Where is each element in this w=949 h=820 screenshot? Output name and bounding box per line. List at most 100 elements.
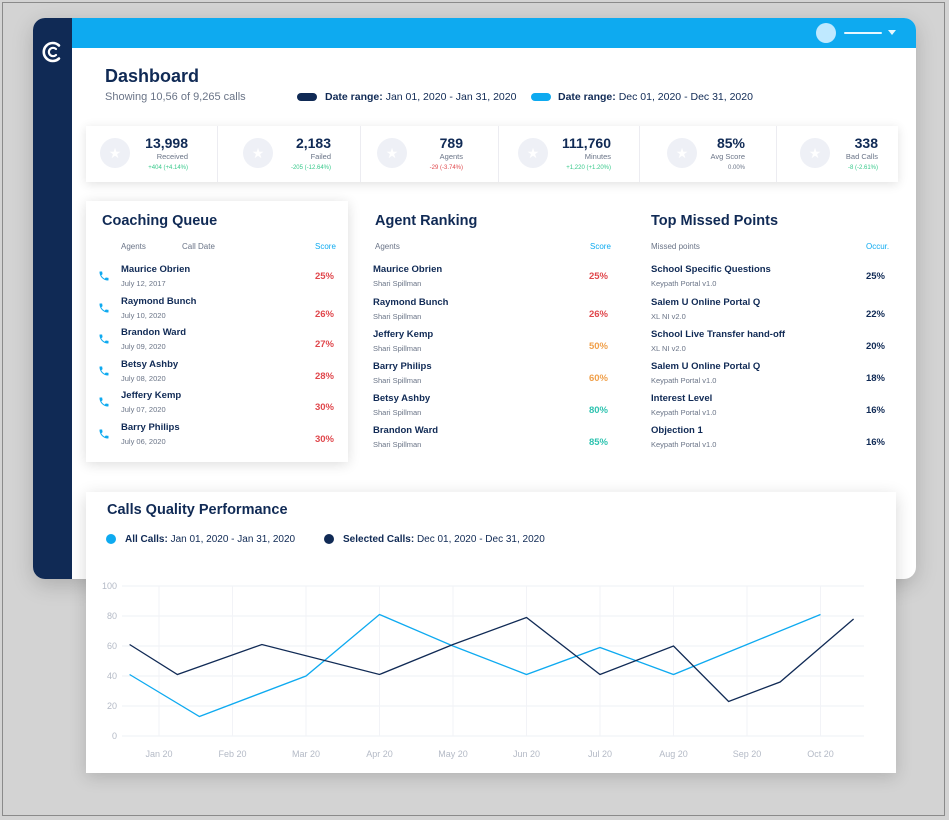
stat-received[interactable]: ★ 13,998 Received +404 (+4.14%) [86,126,188,182]
col-head-score[interactable]: Score [590,242,611,251]
phone-icon [99,366,109,376]
score-value: 30% [314,402,334,413]
agent-name: Betsy Ashby [373,393,431,404]
col-head-agents: Agents [121,242,146,251]
supervisor-name: Shari Spillman [373,376,422,385]
all-calls-legend[interactable]: All Calls: Jan 01, 2020 - Jan 31, 2020 [125,534,295,545]
x-tick-label: Jun 20 [513,749,540,759]
divider [498,126,499,182]
line-chart: 0 20 40 60 80 100 Jan 20 Feb 20 Mar 20 Apr 20 May … [102,581,864,759]
date-range-1-value: Jan 01, 2020 - Jan 31, 2020 [385,91,517,103]
sidebar [33,18,72,579]
occurrence-value: 20% [865,341,885,352]
stat-value: 789 [439,135,463,151]
call-date: July 08, 2020 [121,374,166,383]
star-icon: ★ [518,138,548,168]
star-icon: ★ [377,138,407,168]
chart-title: Calls Quality Performance [107,502,288,518]
star-icon: ★ [100,138,130,168]
missed-point-name: Interest Level [651,393,713,404]
col-head-score[interactable]: Score [315,242,336,251]
phone-icon [99,397,109,407]
score-value: 26% [314,309,334,320]
selected-calls-series-line [129,616,855,703]
date-range-2[interactable]: Date range: Dec 01, 2020 - Dec 31, 2020 [558,91,753,103]
col-head-occurrence[interactable]: Occur. [866,242,890,251]
missed-point-source: Keypath Portal v1.0 [651,440,717,449]
phone-icon [99,334,109,344]
missed-point-name: School Live Transfer hand-off [651,329,786,340]
supervisor-name: Shari Spillman [373,344,422,353]
stat-label: Received [156,152,188,161]
y-tick-label: 40 [107,671,117,681]
x-tick-label: Sep 20 [733,749,762,759]
missed-point-source: Keypath Portal v1.0 [651,408,717,417]
selected-calls-legend-range: Dec 01, 2020 - Dec 31, 2020 [416,534,545,545]
chevron-down-icon[interactable] [888,30,896,35]
phone-icon [99,429,109,439]
date-range-2-label: Date range: [558,91,616,103]
score-value: 27% [314,339,334,350]
stat-delta: +1,220 (+1.20%) [566,165,611,171]
supervisor-name: Shari Spillman [373,440,422,449]
x-tick-label: Oct 20 [807,749,834,759]
phone-icon [99,271,109,281]
y-tick-label: 20 [107,701,117,711]
phone-icon [99,303,109,313]
x-tick-label: Apr 20 [366,749,393,759]
agent-name: Barry Philips [121,422,180,433]
coaching-queue-title: Coaching Queue [102,213,218,229]
coaching-queue-card [86,201,348,462]
stats-card: ★ 13,998 Received +404 (+4.14%) ★ 2,183 … [86,126,898,182]
selected-calls-legend-dot [324,534,334,544]
stat-minutes[interactable]: ★ 111,760 Minutes +1,220 (+1.20%) [504,126,611,182]
call-date: July 07, 2020 [121,405,166,414]
divider [639,126,640,182]
col-head-call-date: Call Date [182,242,215,251]
supervisor-name: Shari Spillman [373,279,422,288]
score-value: 28% [314,371,334,382]
star-icon: ★ [667,138,697,168]
all-calls-series-line [129,613,821,718]
star-icon: ★ [800,138,830,168]
all-calls-legend-label: All Calls: [125,534,168,545]
call-date: July 06, 2020 [121,437,166,446]
all-calls-legend-dot [106,534,116,544]
calls-quality-card: Calls Quality Performance All Calls: Jan… [86,492,896,773]
y-tick-label: 80 [107,611,117,621]
divider [776,126,777,182]
selected-calls-legend[interactable]: Selected Calls: Dec 01, 2020 - Dec 31, 2… [343,534,545,545]
stat-label: Minutes [584,152,611,161]
avatar[interactable] [816,23,836,43]
call-date: July 10, 2020 [121,311,166,320]
missed-point-name: Salem U Online Portal Q [651,361,761,372]
score-value: 30% [314,434,334,445]
agent-ranking-title: Agent Ranking [375,213,478,229]
stat-delta: 0.00% [727,165,745,171]
x-tick-label: May 20 [438,749,468,759]
y-tick-label: 100 [102,581,117,591]
stat-delta: +404 (+4.14%) [148,165,188,171]
x-tick-label: Mar 20 [292,749,320,759]
stat-failed[interactable]: ★ 2,183 Failed -205 (-12.64%) [229,126,331,182]
stat-value: 111,760 [561,135,611,151]
divider [217,126,218,182]
supervisor-name: Shari Spillman [373,312,422,321]
score-value: 60% [588,373,608,384]
agent-name: Maurice Obrien [121,264,191,275]
page-title: Dashboard [105,66,200,86]
brand-logo-icon[interactable] [41,40,65,64]
user-name-placeholder[interactable] [844,32,882,34]
score-value: 25% [588,271,608,282]
stat-delta: -8 (-2.61%) [847,165,878,171]
calls-count-subtitle: Showing 10,56 of 9,265 calls [105,91,246,103]
score-value: 85% [588,437,608,448]
stat-bad-calls[interactable]: ★ 338 Bad Calls -8 (-2.61%) [786,126,878,182]
date-range-1[interactable]: Date range: Jan 01, 2020 - Jan 31, 2020 [325,91,516,103]
stat-delta: -205 (-12.64%) [290,165,331,171]
top-missed-points-title: Top Missed Points [651,213,779,229]
stat-avg-score[interactable]: ★ 85% Avg Score 0.00% [653,126,745,182]
top-bar [72,18,916,48]
stat-agents[interactable]: ★ 789 Agents -29 (-3.74%) [363,126,463,182]
